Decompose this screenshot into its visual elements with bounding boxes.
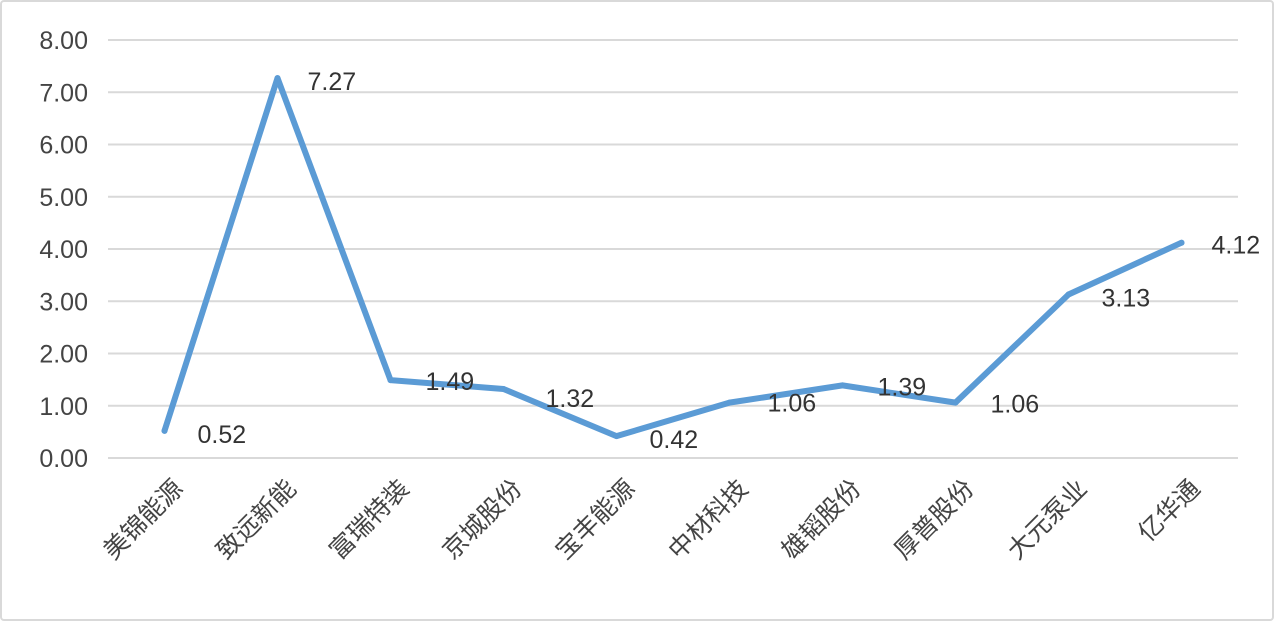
y-tick-label: 6.00 <box>39 132 88 160</box>
y-tick-label: 0.00 <box>39 445 88 473</box>
data-label: 1.06 <box>768 390 817 418</box>
data-point <box>161 427 168 434</box>
gridlines <box>108 39 1238 459</box>
data-point <box>726 399 733 406</box>
data-label: 3.13 <box>1102 284 1151 312</box>
x-tick-label: 京城股份 <box>437 474 528 565</box>
x-tick-label: 大元泵业 <box>1002 474 1093 565</box>
data-point <box>500 386 507 393</box>
data-label: 1.39 <box>878 373 927 401</box>
data-label: 4.12 <box>1212 232 1261 260</box>
x-axis-ticks: 美锦能源 致远新能 富瑞特装 京城股份 宝丰能源 中材科技 雄韬股份 厚普股份 大元泵业 亿华通 <box>98 474 1206 565</box>
data-label: 7.27 <box>308 68 357 96</box>
data-point <box>1065 291 1072 298</box>
y-tick-label: 5.00 <box>39 184 88 212</box>
data-point <box>952 399 959 406</box>
data-labels: 0.52 7.27 1.49 1.32 0.42 1.06 1.39 1.06 3.13 4.12 <box>198 68 1261 454</box>
y-tick-label: 3.00 <box>39 288 88 316</box>
x-tick-label: 雄韬股份 <box>776 474 867 565</box>
series-line-path <box>161 75 1185 440</box>
data-point <box>613 433 620 440</box>
data-point <box>1178 239 1185 246</box>
x-tick-label: 宝丰能源 <box>550 474 641 565</box>
data-label: 1.06 <box>991 391 1040 419</box>
x-tick-label: 厚普股份 <box>889 474 980 565</box>
x-tick-label: 中材科技 <box>663 474 754 565</box>
y-tick-label: 4.00 <box>39 236 88 264</box>
y-axis-ticks: 0.00 1.00 2.00 3.00 4.00 5.00 6.00 7.00 8.00 <box>39 27 88 473</box>
series-line <box>161 75 1185 440</box>
y-tick-label: 7.00 <box>39 79 88 107</box>
data-label: 0.52 <box>198 421 247 449</box>
data-label: 0.42 <box>650 426 699 454</box>
x-tick-label: 致远新能 <box>211 474 302 565</box>
y-tick-label: 8.00 <box>39 27 88 55</box>
y-tick-label: 2.00 <box>39 341 88 369</box>
x-tick-label: 美锦能源 <box>98 474 189 565</box>
data-label: 1.49 <box>426 368 475 396</box>
y-tick-label: 1.00 <box>39 393 88 421</box>
x-tick-label: 亿华通 <box>1133 474 1206 547</box>
data-point <box>387 377 394 384</box>
data-point <box>839 382 846 389</box>
data-label: 1.32 <box>546 385 595 413</box>
x-tick-label: 富瑞特装 <box>324 474 415 565</box>
data-point <box>274 75 281 82</box>
